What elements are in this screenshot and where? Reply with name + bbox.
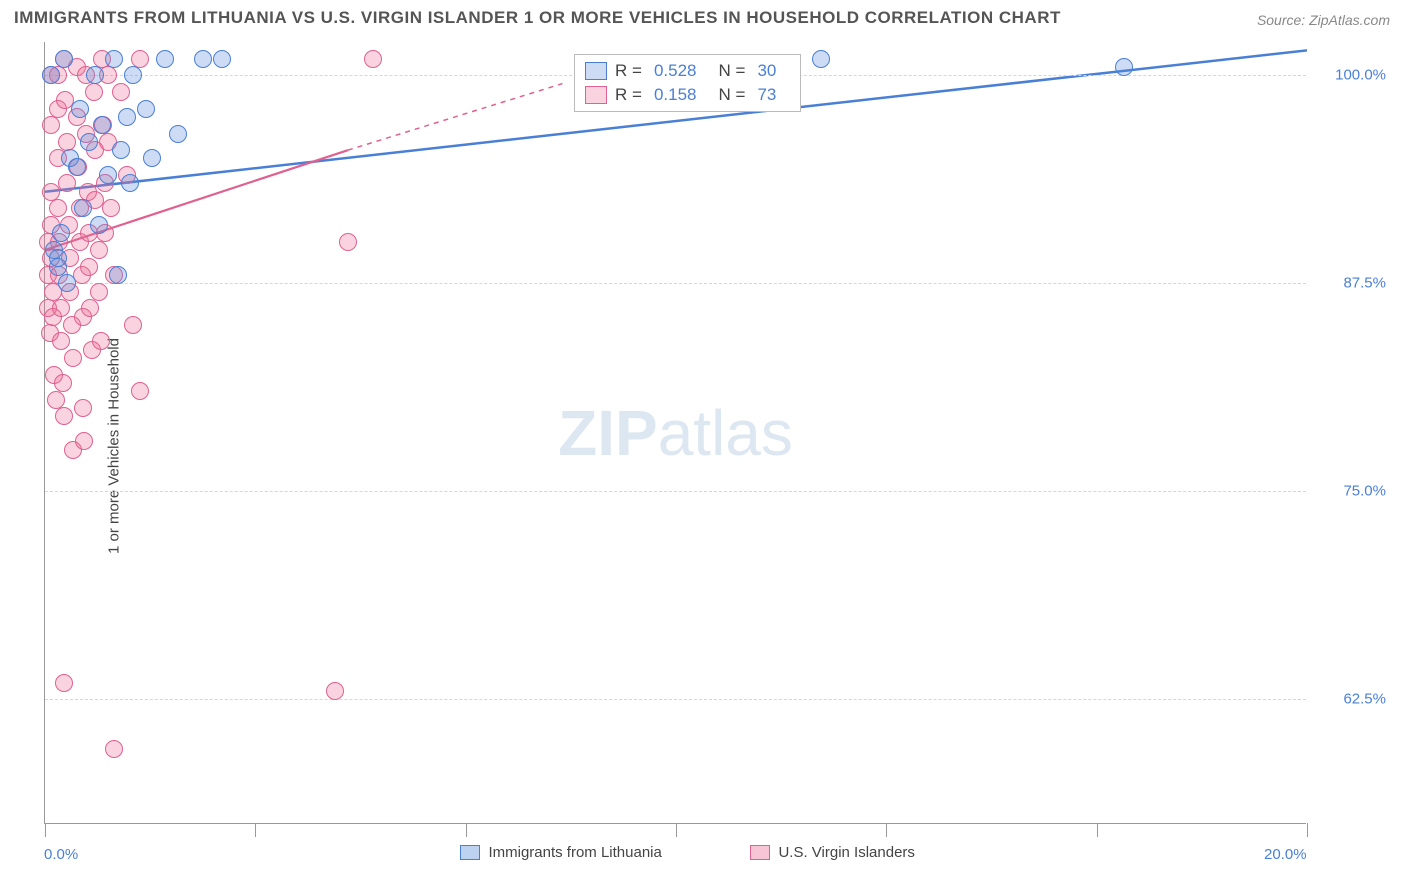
x-tick bbox=[1307, 823, 1308, 837]
series-swatch bbox=[585, 62, 607, 80]
watermark: ZIPatlas bbox=[558, 396, 793, 470]
scatter-point bbox=[71, 100, 89, 118]
legend-label: U.S. Virgin Islanders bbox=[778, 844, 914, 861]
scatter-point bbox=[90, 216, 108, 234]
source-label: Source: ZipAtlas.com bbox=[1257, 12, 1390, 28]
chart-container: IMMIGRANTS FROM LITHUANIA VS U.S. VIRGIN… bbox=[0, 0, 1406, 892]
x-tick bbox=[255, 823, 256, 837]
scatter-point bbox=[52, 332, 70, 350]
scatter-point bbox=[99, 166, 117, 184]
x-tick bbox=[1097, 823, 1098, 837]
scatter-point bbox=[85, 83, 103, 101]
trend-lines bbox=[45, 42, 1307, 824]
scatter-point bbox=[58, 274, 76, 292]
scatter-point bbox=[52, 299, 70, 317]
y-tick-label: 75.0% bbox=[1316, 483, 1386, 500]
x-tick bbox=[676, 823, 677, 837]
scatter-point bbox=[80, 133, 98, 151]
legend-swatch bbox=[750, 845, 770, 860]
r-label: R = bbox=[615, 85, 642, 105]
scatter-point bbox=[812, 50, 830, 68]
scatter-point bbox=[124, 316, 142, 334]
scatter-point bbox=[109, 266, 127, 284]
x-tick bbox=[466, 823, 467, 837]
scatter-point bbox=[42, 116, 60, 134]
scatter-point bbox=[93, 116, 111, 134]
x-tick bbox=[886, 823, 887, 837]
correlation-box: R = 0.528 N = 30 R = 0.158 N = 73 bbox=[574, 54, 801, 112]
scatter-point bbox=[55, 407, 73, 425]
scatter-point bbox=[112, 141, 130, 159]
scatter-point bbox=[80, 258, 98, 276]
scatter-point bbox=[92, 332, 110, 350]
y-tick-label: 100.0% bbox=[1316, 67, 1386, 84]
n-value: 30 bbox=[757, 61, 776, 81]
scatter-point bbox=[75, 432, 93, 450]
x-tick bbox=[45, 823, 46, 837]
r-value: 0.528 bbox=[654, 61, 697, 81]
legend-item: U.S. Virgin Islanders bbox=[750, 844, 914, 861]
watermark-light: atlas bbox=[658, 397, 793, 469]
plot-area: ZIPatlas 62.5%75.0%87.5%100.0% bbox=[44, 42, 1306, 824]
scatter-point bbox=[74, 199, 92, 217]
scatter-point bbox=[102, 199, 120, 217]
scatter-point bbox=[131, 50, 149, 68]
x-min-label: 0.0% bbox=[44, 846, 78, 863]
scatter-point bbox=[42, 66, 60, 84]
scatter-point bbox=[131, 382, 149, 400]
r-value: 0.158 bbox=[654, 85, 697, 105]
scatter-point bbox=[112, 83, 130, 101]
scatter-point bbox=[118, 108, 136, 126]
scatter-point bbox=[58, 133, 76, 151]
scatter-point bbox=[54, 374, 72, 392]
x-max-label: 20.0% bbox=[1264, 846, 1307, 863]
legend-swatch bbox=[460, 845, 480, 860]
gridline-h bbox=[45, 699, 1306, 700]
scatter-point bbox=[124, 66, 142, 84]
scatter-point bbox=[58, 174, 76, 192]
n-value: 73 bbox=[757, 85, 776, 105]
scatter-point bbox=[339, 233, 357, 251]
gridline-h bbox=[45, 283, 1306, 284]
y-tick-label: 62.5% bbox=[1316, 691, 1386, 708]
legend-item: Immigrants from Lithuania bbox=[460, 844, 661, 861]
scatter-point bbox=[55, 50, 73, 68]
r-label: R = bbox=[615, 61, 642, 81]
scatter-point bbox=[121, 174, 139, 192]
n-label: N = bbox=[719, 85, 746, 105]
scatter-point bbox=[52, 224, 70, 242]
scatter-point bbox=[90, 283, 108, 301]
scatter-point bbox=[169, 125, 187, 143]
scatter-point bbox=[68, 158, 86, 176]
correlation-row: R = 0.158 N = 73 bbox=[585, 83, 790, 107]
legend-label: Immigrants from Lithuania bbox=[488, 844, 661, 861]
scatter-point bbox=[49, 199, 67, 217]
scatter-point bbox=[194, 50, 212, 68]
scatter-point bbox=[47, 391, 65, 409]
scatter-point bbox=[156, 50, 174, 68]
scatter-point bbox=[137, 100, 155, 118]
n-label: N = bbox=[719, 61, 746, 81]
series-swatch bbox=[585, 86, 607, 104]
scatter-point bbox=[55, 674, 73, 692]
scatter-point bbox=[326, 682, 344, 700]
watermark-bold: ZIP bbox=[558, 397, 658, 469]
y-tick-label: 87.5% bbox=[1316, 275, 1386, 292]
scatter-point bbox=[143, 149, 161, 167]
scatter-point bbox=[49, 249, 67, 267]
scatter-point bbox=[1115, 58, 1133, 76]
scatter-point bbox=[213, 50, 231, 68]
scatter-point bbox=[86, 66, 104, 84]
correlation-row: R = 0.528 N = 30 bbox=[585, 59, 790, 83]
scatter-point bbox=[364, 50, 382, 68]
scatter-point bbox=[90, 241, 108, 259]
scatter-point bbox=[64, 349, 82, 367]
scatter-point bbox=[105, 50, 123, 68]
scatter-point bbox=[74, 399, 92, 417]
gridline-h bbox=[45, 491, 1306, 492]
scatter-point bbox=[105, 740, 123, 758]
chart-title: IMMIGRANTS FROM LITHUANIA VS U.S. VIRGIN… bbox=[14, 8, 1061, 28]
scatter-point bbox=[81, 299, 99, 317]
